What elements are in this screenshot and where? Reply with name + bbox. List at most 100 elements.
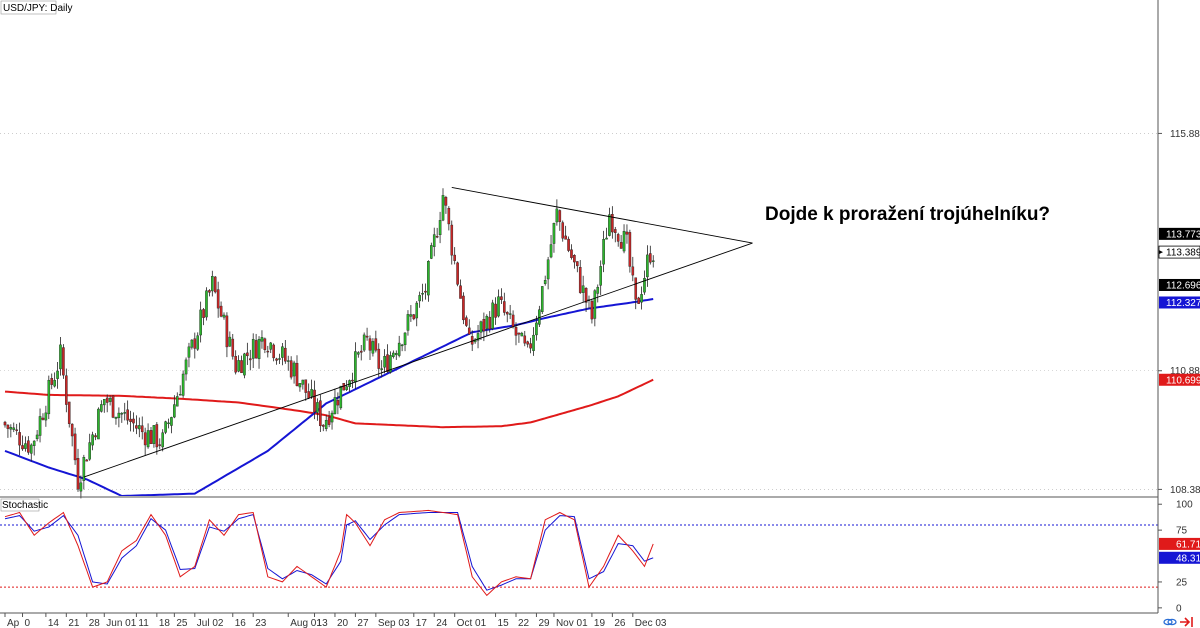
price-tick-label: 108.389 [1170, 485, 1200, 496]
candle [374, 330, 378, 353]
candle [424, 283, 427, 300]
time-tick-label: 18 [159, 618, 171, 628]
candle [406, 310, 410, 336]
candle [622, 224, 626, 254]
stochastic-lines [4, 509, 654, 597]
candle [199, 301, 202, 343]
candle [292, 360, 296, 384]
price-axis-ticks: 115.889 110.889 108.389 [1158, 129, 1200, 496]
forward-arrow-icon[interactable] [1180, 617, 1193, 627]
candle [543, 275, 547, 286]
candle [497, 289, 500, 318]
candles [3, 188, 655, 499]
stochastic-tick-label: 100 [1176, 500, 1193, 511]
candle [208, 289, 211, 297]
candle [339, 385, 343, 410]
price-axis[interactable]: 115.889 110.889 108.389 113.773 113.389 112.… [1157, 0, 1200, 614]
candle [152, 424, 156, 448]
candle [555, 199, 559, 226]
candle [82, 454, 86, 490]
stochastic-pane[interactable]: Stochastic [0, 496, 1158, 597]
candle [27, 436, 30, 455]
candle [35, 430, 39, 442]
svg-text:112.696: 112.696 [1166, 280, 1200, 291]
candle [301, 379, 305, 390]
candle [193, 332, 197, 359]
sync-icon[interactable] [1163, 618, 1177, 626]
candle [485, 314, 489, 337]
candle [418, 291, 421, 308]
candle [170, 416, 173, 434]
candle [105, 394, 109, 413]
candle [196, 332, 200, 351]
candle [386, 344, 389, 373]
candle [362, 332, 366, 352]
price-tag: 110.699 [1159, 373, 1200, 386]
price-tag: 112.696 [1159, 278, 1200, 291]
candle [117, 407, 121, 428]
candle [368, 335, 372, 360]
time-tick-label: 26 [614, 618, 626, 628]
price-tick-label: 115.889 [1170, 129, 1200, 140]
time-tick-label: 20 [337, 618, 349, 628]
time-tick-label: 11 [138, 618, 149, 628]
candle [237, 355, 240, 373]
ma100-line [4, 298, 654, 496]
candle [540, 286, 544, 315]
candle [590, 298, 594, 324]
candle [132, 412, 135, 432]
price-tick-label: 110.889 [1170, 366, 1200, 377]
candle [392, 350, 395, 359]
candle [529, 337, 532, 354]
candle [397, 335, 401, 358]
stochastic-tags: 61.71 48.31 [1159, 537, 1200, 564]
candle [476, 325, 480, 349]
candle [558, 209, 562, 231]
candle [505, 311, 509, 323]
candle [260, 330, 264, 349]
candle [631, 256, 635, 282]
candle [175, 392, 179, 407]
candle [520, 331, 524, 337]
candle [140, 416, 144, 440]
trendline[interactable] [83, 242, 753, 478]
price-pane[interactable]: Dojde k proražení trojúhelníku? USD/JPY:… [0, 0, 1158, 499]
price-tag: 113.773 [1159, 227, 1200, 240]
time-tick-label: Oct 01 [457, 618, 487, 628]
candle [500, 288, 503, 305]
candle [251, 333, 255, 369]
candle [503, 292, 506, 316]
candle [377, 343, 381, 378]
candle [593, 289, 597, 327]
candle [102, 399, 106, 413]
candle [143, 427, 147, 456]
candle [6, 424, 10, 438]
candle [272, 343, 275, 362]
candle [202, 308, 205, 326]
candle [619, 235, 623, 249]
candle [44, 405, 48, 427]
candle [85, 459, 89, 462]
candle [383, 349, 386, 374]
trendline[interactable] [451, 187, 753, 244]
time-tick-label: 17 [416, 618, 428, 628]
candle [24, 436, 27, 452]
candle [120, 412, 124, 423]
time-tick-label: 23 [255, 618, 267, 628]
candle [599, 260, 602, 296]
candle [178, 385, 182, 396]
stochastic-tick-label: 75 [1176, 526, 1188, 537]
candle [380, 360, 383, 378]
candle [316, 398, 319, 421]
candle [281, 342, 284, 366]
candle [549, 234, 553, 259]
candle [190, 339, 194, 350]
candle [438, 211, 442, 244]
candle [234, 350, 237, 375]
time-tick-label: Jun 01 [106, 618, 136, 628]
candle [535, 315, 538, 341]
candle [651, 255, 655, 268]
